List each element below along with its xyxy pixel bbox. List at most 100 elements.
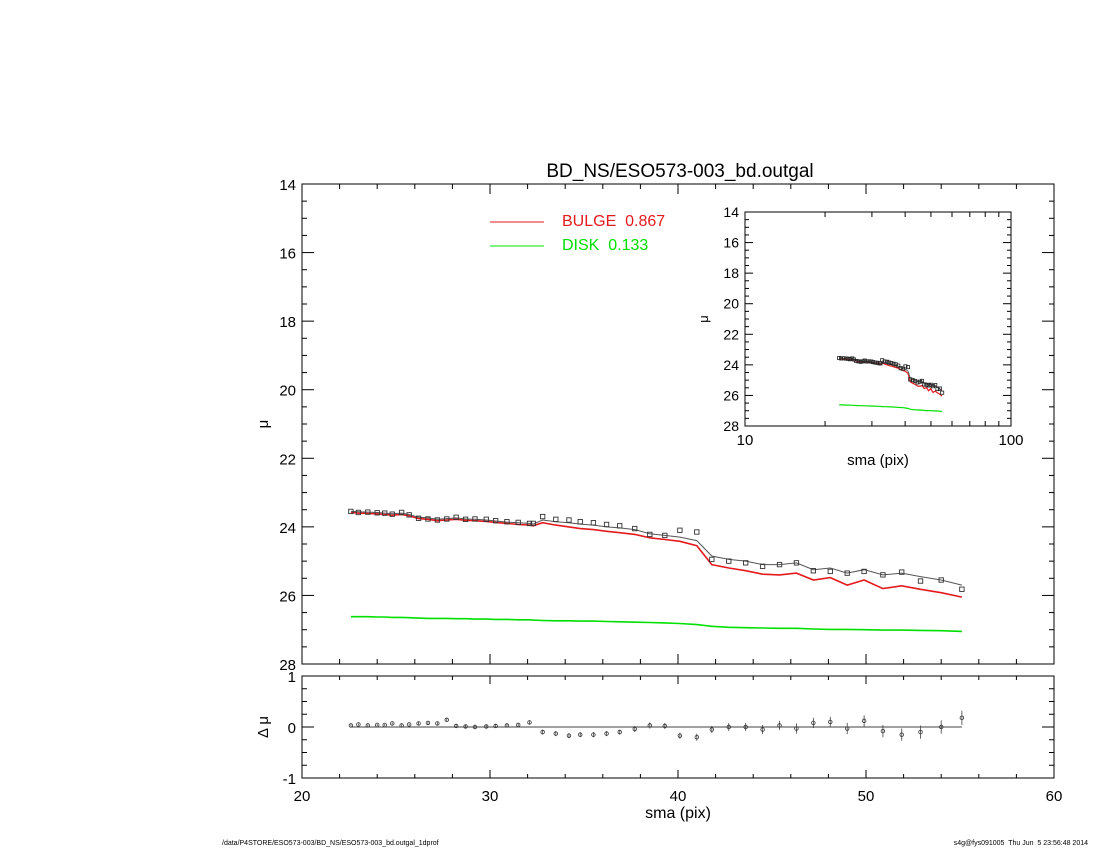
residual-point — [794, 726, 799, 731]
residual-point — [390, 721, 395, 726]
data-point — [365, 509, 371, 515]
data-point — [566, 517, 572, 523]
data-point — [726, 558, 732, 564]
data-point — [425, 516, 431, 522]
inset-y-tick-label: 24 — [723, 357, 739, 373]
inset-data-point — [935, 387, 940, 392]
inset-y-tick-label: 22 — [723, 326, 739, 342]
main-panel: 14 16 18 20 22 24 26 28 μ BULGE 0.867 DISK 0.13… — [255, 177, 1055, 674]
data-point — [899, 569, 905, 575]
data-point — [504, 519, 510, 525]
data-point — [382, 510, 388, 516]
residual-point — [493, 723, 498, 729]
inset-y-tick-label: 14 — [723, 204, 739, 220]
main-y-tick-label: 24 — [279, 520, 296, 537]
residual-point — [726, 724, 731, 730]
inset-data-point — [903, 364, 908, 369]
data-point — [577, 519, 583, 525]
data-point — [743, 560, 749, 566]
residual-axes: -1 0 1 20 30 40 50 60 — [283, 669, 1063, 805]
data-point — [694, 529, 700, 535]
residual-point — [591, 732, 596, 737]
inset-data-point — [891, 361, 896, 366]
residual-point — [694, 735, 699, 740]
residual-point — [484, 724, 489, 729]
main-y-tick-label: 20 — [279, 383, 296, 400]
data-point — [492, 518, 499, 524]
residual-point — [348, 723, 354, 728]
residual-point — [578, 732, 583, 737]
inset-data-point — [922, 382, 927, 387]
res-y-tick-label: 0 — [288, 720, 296, 737]
data-point — [434, 517, 441, 523]
inset-data-point — [885, 359, 890, 364]
inset-data-point — [937, 386, 942, 391]
data-point — [959, 586, 965, 592]
data-point — [662, 532, 668, 539]
residual-point — [604, 731, 609, 736]
residual-point — [662, 723, 668, 729]
inset-data-point — [882, 359, 887, 364]
inset-data-point — [873, 360, 878, 365]
legend-label-disk: DISK 0.133 — [562, 237, 648, 254]
x-tick-label: 50 — [858, 788, 875, 805]
disk-line — [350, 615, 962, 633]
residual-point — [472, 724, 478, 730]
residual-point — [416, 721, 421, 726]
chart-title: BD_NS/ESO573-003_bd.outgal — [546, 161, 813, 182]
data-point — [844, 570, 850, 576]
data-point — [776, 561, 783, 568]
residual-point — [861, 718, 867, 724]
residual-point — [382, 722, 387, 728]
residual-point — [406, 722, 412, 727]
x-tick-label: 60 — [1046, 788, 1063, 805]
residual-point — [553, 731, 558, 736]
inset-data-point — [926, 383, 931, 388]
inset-data-point — [898, 366, 903, 371]
inset-data-point — [924, 382, 929, 387]
residual-point — [463, 724, 468, 729]
data-point — [453, 514, 459, 520]
inset-data-point — [910, 378, 915, 383]
data-point — [827, 568, 833, 575]
residual-point — [375, 722, 380, 728]
data-point — [415, 515, 422, 521]
residual-point — [828, 719, 833, 725]
bulge-line — [350, 511, 963, 598]
main-y-axis-label: μ — [255, 420, 272, 429]
inset-data-point — [860, 359, 865, 364]
inset-data-point — [889, 361, 894, 366]
data-point — [398, 509, 405, 516]
inset-data-point — [854, 359, 859, 364]
data-point — [515, 519, 521, 526]
data-point — [483, 516, 489, 522]
residual-point — [880, 728, 886, 734]
residual-series — [348, 710, 965, 741]
inset-y-tick-label: 26 — [723, 387, 739, 403]
data-point — [526, 520, 533, 527]
data-point — [530, 520, 536, 527]
inset-series — [837, 355, 945, 413]
data-point — [444, 516, 450, 522]
data-point — [880, 572, 886, 578]
data-point — [406, 512, 412, 518]
residual-point — [918, 729, 923, 735]
data-point — [472, 516, 478, 522]
inset-data-point — [896, 363, 901, 368]
footer-file-path: /data/P4STORE/ESO573-003/BD_NS/ESO573-00… — [222, 840, 439, 847]
inset-x-tick-label: 10 — [737, 432, 754, 449]
main-y-tick-label: 16 — [279, 246, 296, 263]
inset-y-tick-label: 20 — [723, 296, 739, 312]
x-tick-label: 40 — [670, 788, 687, 805]
inset-y-axis-label: μ — [696, 315, 711, 323]
residual-point — [365, 723, 370, 728]
main-axes: 14 16 18 20 22 24 26 28 — [279, 177, 1055, 674]
residual-point — [435, 721, 440, 726]
residual-point — [527, 720, 532, 725]
residual-point — [617, 729, 622, 735]
residual-point — [516, 722, 521, 728]
residual-point — [399, 723, 404, 728]
inset-data-point — [841, 356, 846, 361]
inset-data-point — [915, 380, 920, 385]
